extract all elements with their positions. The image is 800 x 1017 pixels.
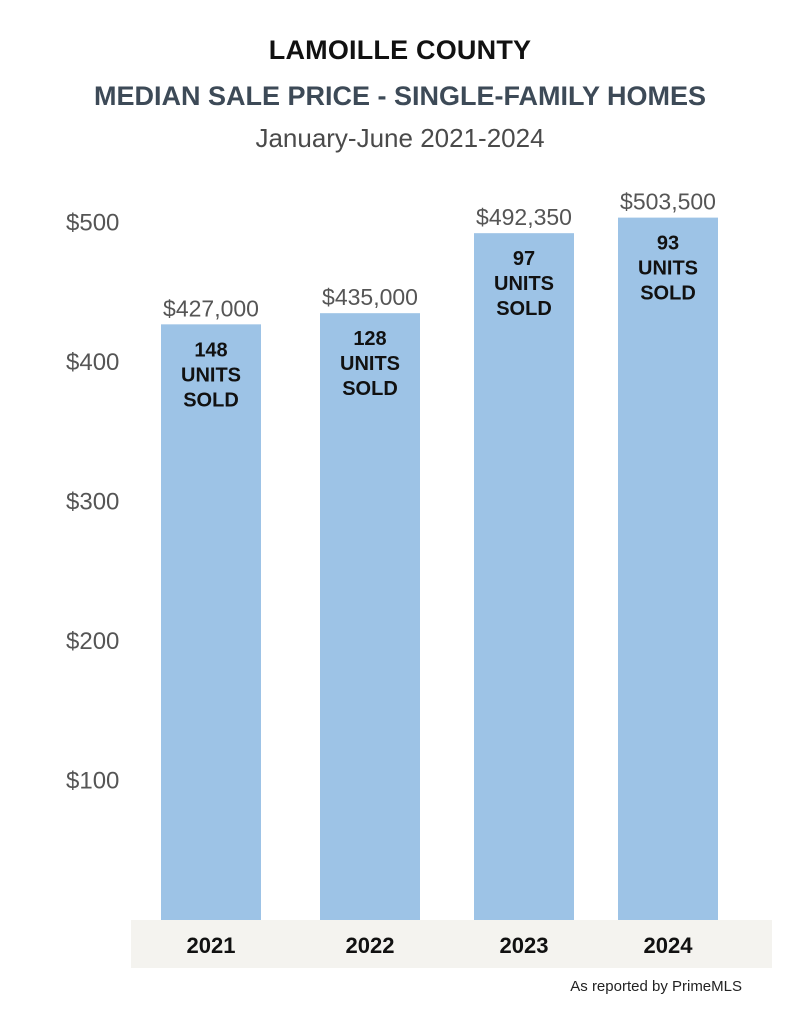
bar-units-label: UNITS	[494, 273, 554, 295]
x-tick-label: 2024	[644, 933, 694, 958]
bar-units-label: UNITS	[638, 258, 698, 280]
bar-units-label: 128	[353, 328, 386, 350]
bar-units-label: 97	[513, 248, 535, 270]
bar	[161, 324, 261, 921]
bar-units-label: SOLD	[640, 283, 696, 305]
chart-period: January-June 2021-2024	[255, 123, 545, 153]
bar-units-label: SOLD	[342, 378, 398, 400]
x-tick-label: 2023	[500, 933, 549, 958]
category-band	[131, 920, 772, 968]
bar	[618, 217, 718, 920]
bar-value-label: $503,500	[620, 189, 716, 215]
bar	[474, 233, 574, 920]
bar-value-label: $492,350	[476, 204, 572, 230]
bar-units-label: UNITS	[340, 353, 400, 375]
source-note: As reported by PrimeMLS	[570, 978, 742, 995]
bar-units-label: UNITS	[181, 364, 241, 386]
y-tick-label: $300	[66, 489, 119, 516]
bar-units-label: SOLD	[496, 298, 552, 320]
bar	[320, 313, 420, 920]
chart-title: LAMOILLE COUNTY	[268, 35, 532, 65]
x-tick-label: 2022	[346, 933, 395, 958]
y-tick-label: $400	[66, 349, 119, 376]
chart-subtitle: MEDIAN SALE PRICE - SINGLE-FAMILY HOMES	[93, 81, 707, 111]
x-tick-label: 2021	[187, 933, 236, 958]
y-tick-label: $500	[66, 210, 119, 237]
bar-units-label: 148	[194, 339, 227, 361]
bar-units-label: SOLD	[183, 389, 239, 411]
bar-value-label: $427,000	[163, 295, 259, 321]
y-tick-label: $200	[66, 628, 119, 655]
y-tick-label: $100	[66, 768, 119, 795]
bar-units-label: 93	[657, 233, 679, 255]
bar-value-label: $435,000	[322, 284, 418, 310]
